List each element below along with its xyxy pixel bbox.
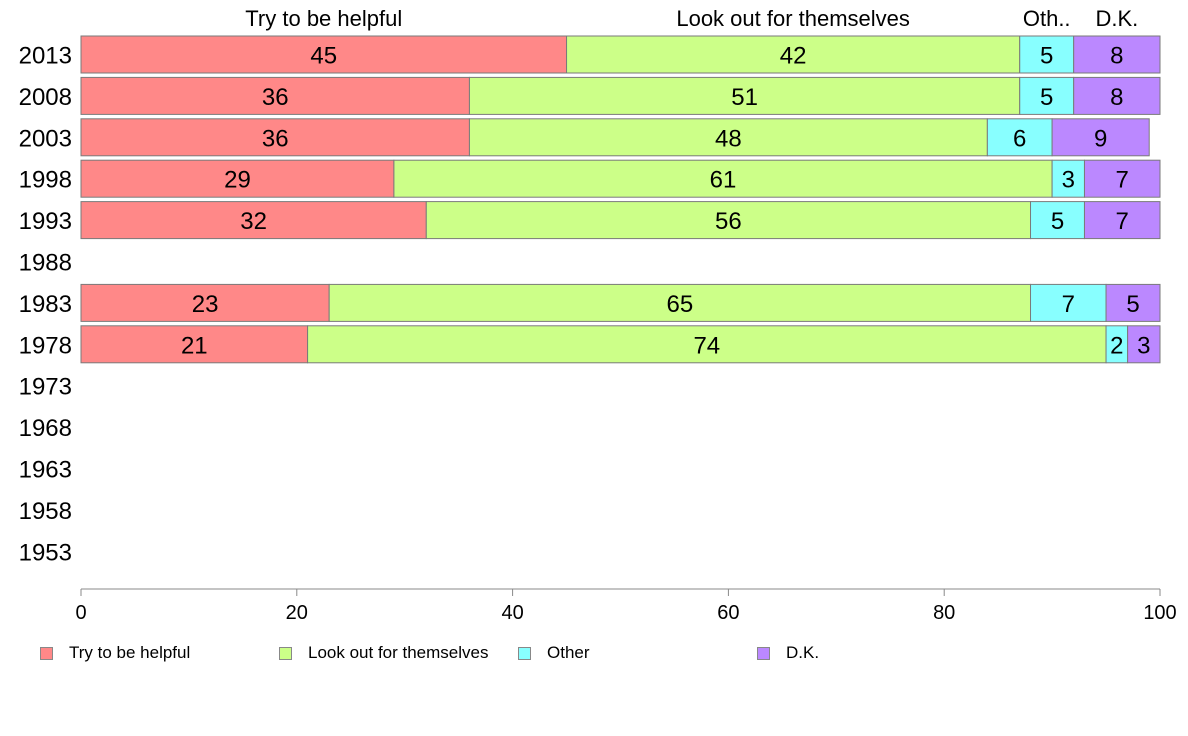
y-tick-label: 1963 (19, 457, 72, 484)
bar-value-label: 36 (262, 84, 289, 111)
legend-item-try-to-be-helpful: Try to be helpful (40, 643, 190, 663)
legend-item-other: Other (518, 643, 590, 663)
column-header-label: Oth.. (1023, 6, 1071, 31)
bar-value-label: 7 (1116, 208, 1129, 235)
legend-swatch (518, 646, 531, 660)
bar-value-label: 3 (1137, 332, 1150, 359)
bar-value-label: 8 (1110, 84, 1123, 111)
bar-segment (1127, 325, 1161, 364)
y-tick-label: 2003 (19, 125, 72, 152)
bar-value-label: 32 (240, 208, 267, 235)
bar-segment (1083, 201, 1161, 240)
bar-segment (80, 35, 568, 74)
bar-value-label: 6 (1013, 125, 1026, 152)
y-tick-label: 1953 (19, 539, 72, 566)
y-tick-label: 2013 (19, 43, 72, 70)
bar-value-label: 5 (1126, 291, 1139, 318)
column-header-label: Try to be helpful (245, 6, 402, 31)
bar-value-label: 7 (1062, 291, 1075, 318)
bar-value-label: 56 (715, 208, 742, 235)
y-tick-label: 1998 (19, 167, 72, 194)
legend-label: Look out for themselves (308, 643, 489, 662)
column-header-label: Look out for themselves (676, 6, 910, 31)
x-tick-label: 20 (286, 602, 308, 624)
bar-value-label: 36 (262, 125, 289, 152)
column-header-labels: Try to be helpful Look out for themselves… (245, 6, 1138, 31)
bar-value-label: 5 (1040, 43, 1053, 70)
bar-value-label: 2 (1110, 332, 1123, 359)
bar-segment (1083, 159, 1161, 198)
x-tick-label: 0 (75, 602, 86, 624)
bar-value-label: 45 (310, 43, 337, 70)
bar-value-label: 61 (710, 167, 737, 194)
legend-swatch (40, 646, 53, 660)
bar-value-label: 5 (1051, 208, 1064, 235)
bar-value-label: 74 (693, 332, 720, 359)
bar-segment (80, 201, 427, 240)
bar-value-label: 23 (192, 291, 219, 318)
bar-segment (80, 118, 470, 157)
bar-segment (1019, 35, 1075, 74)
bar-value-label: 48 (715, 125, 742, 152)
column-header-label: D.K. (1095, 6, 1138, 31)
y-tick-label: 1968 (19, 415, 72, 442)
y-axis-labels: 2013 2008 2003 1998 1993 1988 1983 1978 1973 1968… (19, 43, 72, 567)
bar-segment (425, 201, 1032, 240)
y-tick-label: 1973 (19, 374, 72, 401)
y-tick-label: 1983 (19, 291, 72, 318)
bar-value-label: 3 (1062, 167, 1075, 194)
bar-segment (1073, 35, 1161, 74)
bar-segment (468, 118, 988, 157)
bar-value-label: 51 (731, 84, 758, 111)
bar-value-label: 5 (1040, 84, 1053, 111)
bar-value-label: 9 (1094, 125, 1107, 152)
bars: 45 42 5 836 51 5 836 48 6 929 61 3 732 56 5 723 65 7 521 74… (80, 35, 1161, 364)
bar-value-label: 7 (1116, 167, 1129, 194)
bar-segment (80, 325, 309, 364)
y-tick-label: 1978 (19, 332, 72, 359)
bar-segment (468, 76, 1021, 115)
bar-segment (80, 159, 395, 198)
bar-segment (1105, 283, 1161, 322)
bar-value-label: 42 (780, 43, 807, 70)
x-tick-label: 40 (501, 602, 523, 624)
x-tick-label: 60 (717, 602, 739, 624)
bar-segment (328, 283, 1032, 322)
y-tick-label: 1958 (19, 498, 72, 525)
y-tick-label: 1993 (19, 208, 72, 235)
legend-label: Try to be helpful (69, 643, 191, 662)
legend-swatch (279, 646, 292, 660)
bar-segment (1030, 201, 1085, 240)
bar-segment (1030, 283, 1107, 322)
x-tick-label: 100 (1143, 602, 1176, 624)
bar-segment (80, 283, 330, 322)
bar-segment (1051, 118, 1150, 157)
bar-value-label: 21 (181, 332, 208, 359)
bar-value-label: 8 (1110, 43, 1123, 70)
legend-item-dk: D.K. (757, 643, 819, 663)
legend-swatch (757, 646, 770, 660)
y-tick-label: 1988 (19, 250, 72, 277)
legend-label: Other (547, 643, 590, 662)
bar-segment (393, 159, 1053, 198)
bar-segment (1073, 76, 1161, 115)
y-tick-label: 2008 (19, 84, 72, 111)
x-tick-label: 80 (933, 602, 955, 624)
x-axis: 0 20 40 60 80 100 (75, 588, 1177, 624)
legend-item-look-out-for-themselves: Look out for themselves (279, 643, 488, 663)
legend: Try to be helpful Look out for themselve… (0, 643, 1188, 667)
legend-label: D.K. (786, 643, 820, 662)
bar-segment (1019, 76, 1075, 115)
bar-segment (80, 76, 470, 115)
bar-segment (566, 35, 1021, 74)
bar-value-label: 65 (666, 291, 693, 318)
bar-value-label: 29 (224, 167, 251, 194)
